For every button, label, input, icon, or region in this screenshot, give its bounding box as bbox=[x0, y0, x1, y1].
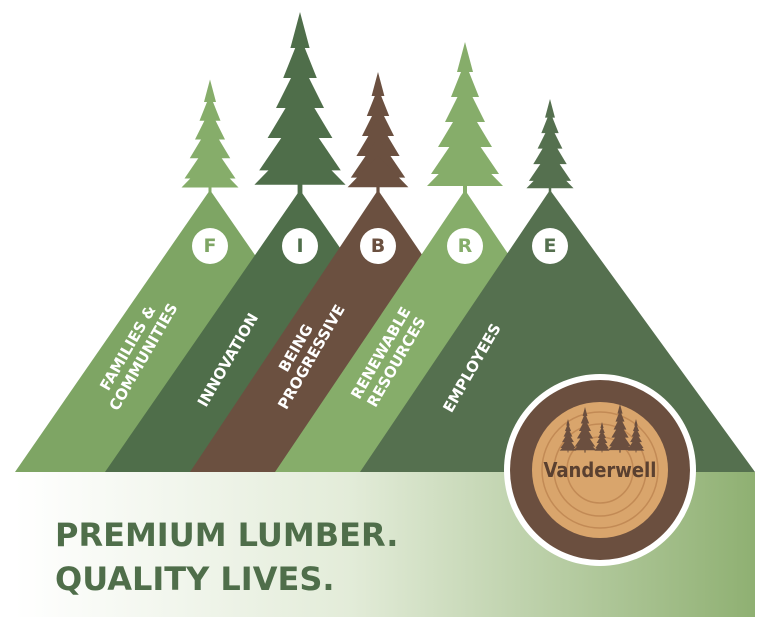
letter: F bbox=[204, 235, 217, 257]
infographic: F I B R E FAMILIES &COMMUNITIES INNOVATI… bbox=[0, 0, 761, 617]
tagline-line: QUALITY LIVES. bbox=[55, 560, 335, 598]
trees bbox=[182, 12, 574, 194]
letter: E bbox=[544, 235, 557, 257]
tagline-line: PREMIUM LUMBER. bbox=[55, 516, 398, 554]
letter: R bbox=[458, 235, 473, 257]
logo: Vanderwell bbox=[504, 374, 696, 566]
letter: I bbox=[296, 235, 303, 257]
letter: B bbox=[371, 235, 385, 257]
logo-text: Vanderwell bbox=[544, 458, 657, 482]
